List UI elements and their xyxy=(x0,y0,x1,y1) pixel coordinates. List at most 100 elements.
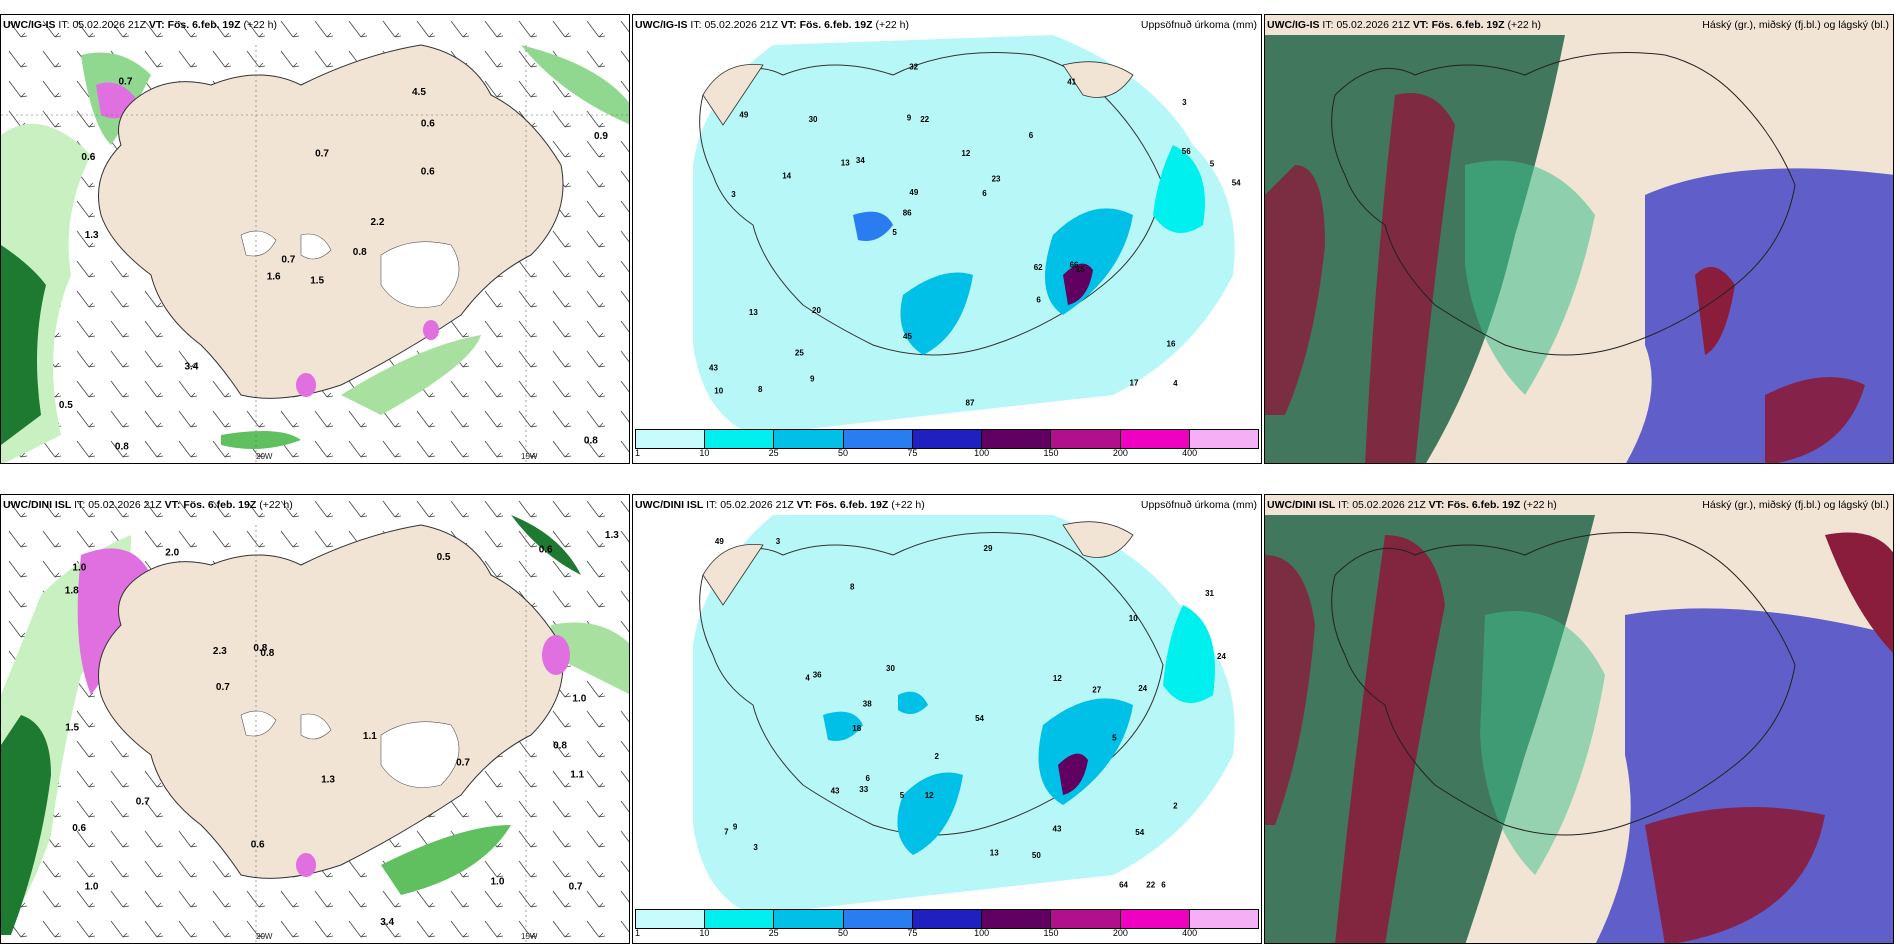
precip-legend-tick: 25 xyxy=(768,448,779,458)
precip-east xyxy=(1163,605,1215,703)
wind-magenta-east xyxy=(542,635,570,675)
cloud-mid-se xyxy=(1645,807,1825,943)
value-label: 38 xyxy=(863,700,872,709)
value-label: 24 xyxy=(1138,684,1147,693)
iceland-land xyxy=(98,44,564,399)
precip-legend-swatch xyxy=(636,910,706,928)
value-label: 17 xyxy=(1130,379,1139,388)
wind-shading-se xyxy=(381,825,511,895)
precip-legend-tick: 100 xyxy=(974,928,990,938)
precip-legend-tick: 200 xyxy=(1112,928,1128,938)
precip-central-2 xyxy=(898,691,928,714)
value-label: 8 xyxy=(758,385,763,394)
value-label: 0.8 xyxy=(260,648,274,659)
value-label: 5 xyxy=(1210,160,1215,169)
glacier-vatnajokull xyxy=(380,241,460,308)
value-label: 9 xyxy=(907,114,912,123)
wind-map: 0.7 0.8 1.0 2.0 0.8 1.0 0.6 0.5 2.3 3.4 1.8 1.5 1.0 0… xyxy=(1,495,629,943)
value-label: 3.4 xyxy=(185,362,199,373)
value-label: 0.8 xyxy=(584,435,598,446)
wind-magenta-south xyxy=(296,373,316,397)
precip-south-max xyxy=(897,772,963,855)
iceland-land xyxy=(699,532,1164,836)
precip-central xyxy=(823,711,863,741)
panel-title: Háský (gr.), miðský (fj.bl.) og lágský (… xyxy=(1702,499,1889,511)
precip-east xyxy=(1153,145,1205,233)
value-label: 30 xyxy=(886,664,895,673)
panel-header: UWC/DINI ISL IT: 05.02.2026 21Z VT: Fös.… xyxy=(1267,499,1557,511)
precip-area xyxy=(693,35,1235,435)
value-label: 64 xyxy=(1119,881,1128,890)
value-label: 0.8 xyxy=(115,441,129,452)
value-label: 1.5 xyxy=(310,276,324,287)
panel-top-left-wind-map: UWC/IG-IS IT: 05.02.2026 21Z VT: Fös. 6.… xyxy=(0,14,630,464)
value-label: 0.6 xyxy=(72,823,86,834)
value-label: 1.0 xyxy=(85,881,99,892)
value-label: 6 xyxy=(1161,880,1166,889)
value-label: 3 xyxy=(776,537,781,546)
value-label: 9 xyxy=(733,823,738,832)
value-label: 27 xyxy=(1092,686,1101,695)
wind-labels: 0.7 0.8 1.0 2.0 0.8 1.0 0.6 0.5 2.3 3.4 1.8 1.5 1.0 0… xyxy=(65,530,619,928)
value-label: 2 xyxy=(1173,802,1178,811)
precip-legend-swatch xyxy=(1051,430,1121,448)
panel-header: UWC/IG-IS IT: 05.02.2026 21Z VT: Fös. 6.… xyxy=(3,19,278,31)
panel-bottom-right-cloud-map: UWC/DINI ISL IT: 05.02.2026 21Z VT: Fös.… xyxy=(1264,494,1894,944)
iceland-outline xyxy=(1331,532,1796,836)
precip-se-core xyxy=(1063,263,1093,305)
value-label: 29 xyxy=(984,544,993,553)
value-label: 2.3 xyxy=(213,646,227,657)
precip-legend-swatch xyxy=(1120,430,1190,448)
wind-shading-e xyxy=(551,622,629,695)
value-label: 10 xyxy=(714,387,723,396)
lon-label-20w: 20W xyxy=(256,932,273,941)
precip-legend-swatch xyxy=(774,910,844,928)
precip-legend-tick: 400 xyxy=(1182,928,1198,938)
value-label: 0.7 xyxy=(119,77,133,88)
value-label: 0.8 xyxy=(553,741,567,752)
cloud-mid-east xyxy=(1695,267,1735,355)
cloud-low-green-mix xyxy=(1480,611,1605,875)
value-label: 45 xyxy=(903,332,912,341)
cloud-mid-west xyxy=(1265,555,1315,825)
precip-legend-swatch xyxy=(912,910,983,928)
value-label: 1.3 xyxy=(85,230,99,241)
value-label: 33 xyxy=(859,785,868,794)
precip-legend-tick: 25 xyxy=(768,928,779,938)
value-label: 13 xyxy=(841,159,850,168)
wind-shading-s xyxy=(221,431,301,449)
value-label: 24 xyxy=(1217,652,1226,661)
value-label: 22 xyxy=(1146,881,1155,890)
value-label: 0.5 xyxy=(437,552,451,563)
value-label: 5 xyxy=(892,228,897,237)
precip-legend-swatch xyxy=(705,430,775,448)
land-nw-fjords xyxy=(702,63,764,126)
value-label: 0.8 xyxy=(353,247,367,258)
precip-legend-ticks: 1 10 25 50 75 100 150 200 400 xyxy=(635,448,1259,460)
value-label: 0.8 xyxy=(253,643,267,654)
value-label: 1.0 xyxy=(491,877,505,888)
wind-map: 1.5 0.6 0.7 0.5 2.2 3.4 4.5 0.7 0.6 0.8 0.7 0.8 1.3 0… xyxy=(1,15,629,463)
value-label: 22 xyxy=(920,115,929,124)
precip-legend-tick: 200 xyxy=(1112,448,1128,458)
value-label: 8 xyxy=(850,583,855,592)
value-label: 2.0 xyxy=(165,548,179,559)
value-label: 50 xyxy=(1032,851,1041,860)
precip-legend-swatch xyxy=(1120,910,1190,928)
glacier-hofsjokull xyxy=(300,713,332,740)
precip-legend-swatch xyxy=(912,430,983,448)
panel-bottom-left-wind-map: UWC/DINI ISL IT: 05.02.2026 21Z VT: Fös.… xyxy=(0,494,630,944)
value-label: 41 xyxy=(1067,78,1076,87)
value-label: 43 xyxy=(1053,825,1062,834)
panel-top-mid-precip-map: UWC/IG-IS IT: 05.02.2026 21Z VT: Fös. 6.… xyxy=(632,14,1262,464)
value-label: 36 xyxy=(813,670,822,679)
precip-legend-tick: 1 xyxy=(635,928,641,938)
panel-title: Uppsöfnuð úrkoma (mm) xyxy=(1140,499,1257,511)
value-label: 0.6 xyxy=(421,119,435,130)
value-label: 0.7 xyxy=(315,149,329,160)
value-label: 13 xyxy=(749,308,758,317)
iceland-land xyxy=(699,52,1164,356)
value-label: 1.3 xyxy=(605,530,619,541)
